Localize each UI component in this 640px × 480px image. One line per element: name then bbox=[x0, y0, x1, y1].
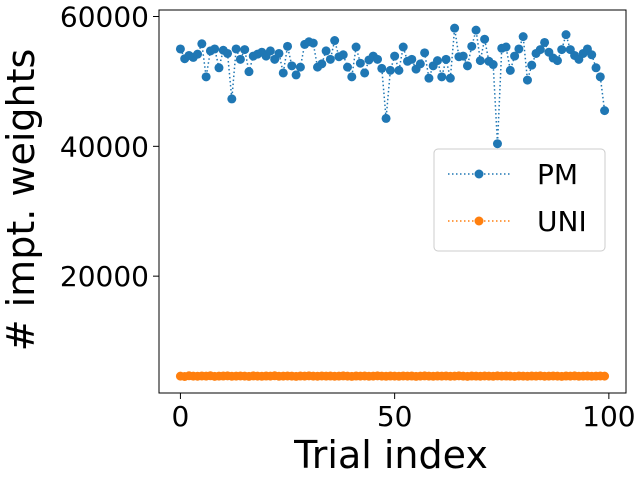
series-pm bbox=[175, 23, 610, 149]
data-point-pm bbox=[492, 139, 502, 149]
data-point-pm bbox=[591, 63, 601, 73]
data-point-pm bbox=[214, 63, 224, 73]
data-point-pm bbox=[278, 68, 288, 78]
data-point-pm bbox=[193, 49, 203, 59]
data-point-pm bbox=[295, 62, 305, 72]
data-point-pm bbox=[227, 94, 237, 104]
data-point-pm bbox=[321, 46, 331, 56]
legend-label-uni: UNI bbox=[537, 205, 587, 238]
data-point-pm bbox=[527, 60, 537, 70]
x-tick-label: 100 bbox=[582, 400, 635, 433]
data-point-pm bbox=[488, 60, 498, 70]
y-tick-label: 40000 bbox=[60, 130, 149, 163]
y-axis-title: # impt. weights bbox=[0, 49, 43, 352]
legend-marker-uni bbox=[474, 216, 484, 226]
data-point-pm bbox=[381, 113, 391, 123]
data-point-pm bbox=[458, 51, 468, 61]
data-point-pm bbox=[223, 48, 233, 58]
legend-label-pm: PM bbox=[537, 158, 578, 191]
x-tick-label: 0 bbox=[172, 400, 190, 433]
y-tick-label: 60000 bbox=[60, 0, 149, 33]
data-point-pm bbox=[385, 65, 395, 75]
data-point-pm bbox=[373, 54, 382, 64]
data-point-pm bbox=[287, 61, 297, 71]
data-point-pm bbox=[518, 32, 528, 42]
data-point-uni bbox=[600, 371, 610, 381]
data-point-pm bbox=[420, 48, 430, 58]
legend-item-uni: UNI bbox=[448, 205, 587, 238]
plot-area-frame bbox=[158, 9, 627, 394]
data-point-pm bbox=[210, 44, 220, 54]
series-layer bbox=[175, 23, 610, 381]
data-point-pm bbox=[197, 39, 207, 49]
legend-marker-pm bbox=[474, 169, 484, 179]
data-point-pm bbox=[505, 65, 515, 75]
x-axis-title: Trial index bbox=[293, 433, 488, 477]
data-point-pm bbox=[231, 44, 241, 54]
data-point-pm bbox=[514, 44, 524, 54]
data-point-pm bbox=[437, 72, 447, 82]
data-point-pm bbox=[475, 56, 485, 66]
data-point-pm bbox=[377, 63, 387, 73]
data-point-pm bbox=[343, 62, 353, 72]
data-point-pm bbox=[338, 50, 348, 60]
data-point-pm bbox=[471, 25, 481, 35]
data-point-pm bbox=[587, 50, 597, 60]
series-uni bbox=[175, 371, 610, 381]
data-point-pm bbox=[394, 65, 404, 75]
data-point-pm bbox=[347, 72, 357, 82]
data-point-pm bbox=[325, 54, 335, 64]
data-point-pm bbox=[235, 54, 245, 64]
data-point-pm bbox=[291, 70, 301, 80]
data-point-pm bbox=[265, 46, 275, 56]
x-tick-label: 50 bbox=[377, 400, 413, 433]
data-point-pm bbox=[480, 34, 490, 44]
data-point-pm bbox=[467, 41, 477, 51]
data-point-pm bbox=[501, 42, 511, 52]
data-point-pm bbox=[201, 72, 211, 82]
data-point-pm bbox=[244, 67, 254, 77]
data-point-pm bbox=[330, 36, 340, 46]
data-point-pm bbox=[175, 44, 185, 54]
series-line-pm bbox=[179, 28, 606, 144]
data-point-pm bbox=[351, 42, 361, 52]
data-point-pm bbox=[540, 37, 550, 47]
data-point-pm bbox=[274, 48, 284, 58]
data-point-pm bbox=[561, 30, 571, 40]
legend: PM UNI bbox=[433, 148, 606, 252]
data-point-pm bbox=[407, 54, 417, 64]
data-point-pm bbox=[308, 38, 318, 48]
data-point-pm bbox=[355, 58, 365, 68]
data-point-pm bbox=[600, 106, 610, 116]
data-point-pm bbox=[595, 72, 605, 82]
data-point-pm bbox=[424, 73, 434, 83]
data-point-pm bbox=[415, 59, 425, 69]
data-point-pm bbox=[432, 56, 442, 66]
data-point-pm bbox=[283, 41, 293, 51]
data-point-pm bbox=[522, 75, 532, 85]
legend-items: PM UNI bbox=[448, 158, 587, 238]
data-point-pm bbox=[398, 42, 408, 52]
y-tick-label: 20000 bbox=[60, 260, 149, 293]
data-point-pm bbox=[557, 45, 567, 55]
data-point-pm bbox=[535, 45, 545, 55]
data-point-pm bbox=[450, 23, 460, 33]
data-point-pm bbox=[510, 51, 520, 61]
y-axis-ticks: 20000 40000 60000 bbox=[60, 0, 159, 293]
legend-item-pm: PM bbox=[448, 158, 578, 191]
data-point-pm bbox=[441, 54, 451, 64]
data-point-pm bbox=[552, 56, 562, 66]
data-point-pm bbox=[445, 73, 455, 83]
data-point-pm bbox=[462, 61, 472, 71]
data-point-pm bbox=[390, 51, 400, 61]
data-point-pm bbox=[240, 45, 250, 55]
data-point-pm bbox=[360, 68, 370, 78]
x-axis-ticks: 0 50 100 bbox=[172, 393, 636, 433]
data-point-pm bbox=[317, 59, 327, 69]
